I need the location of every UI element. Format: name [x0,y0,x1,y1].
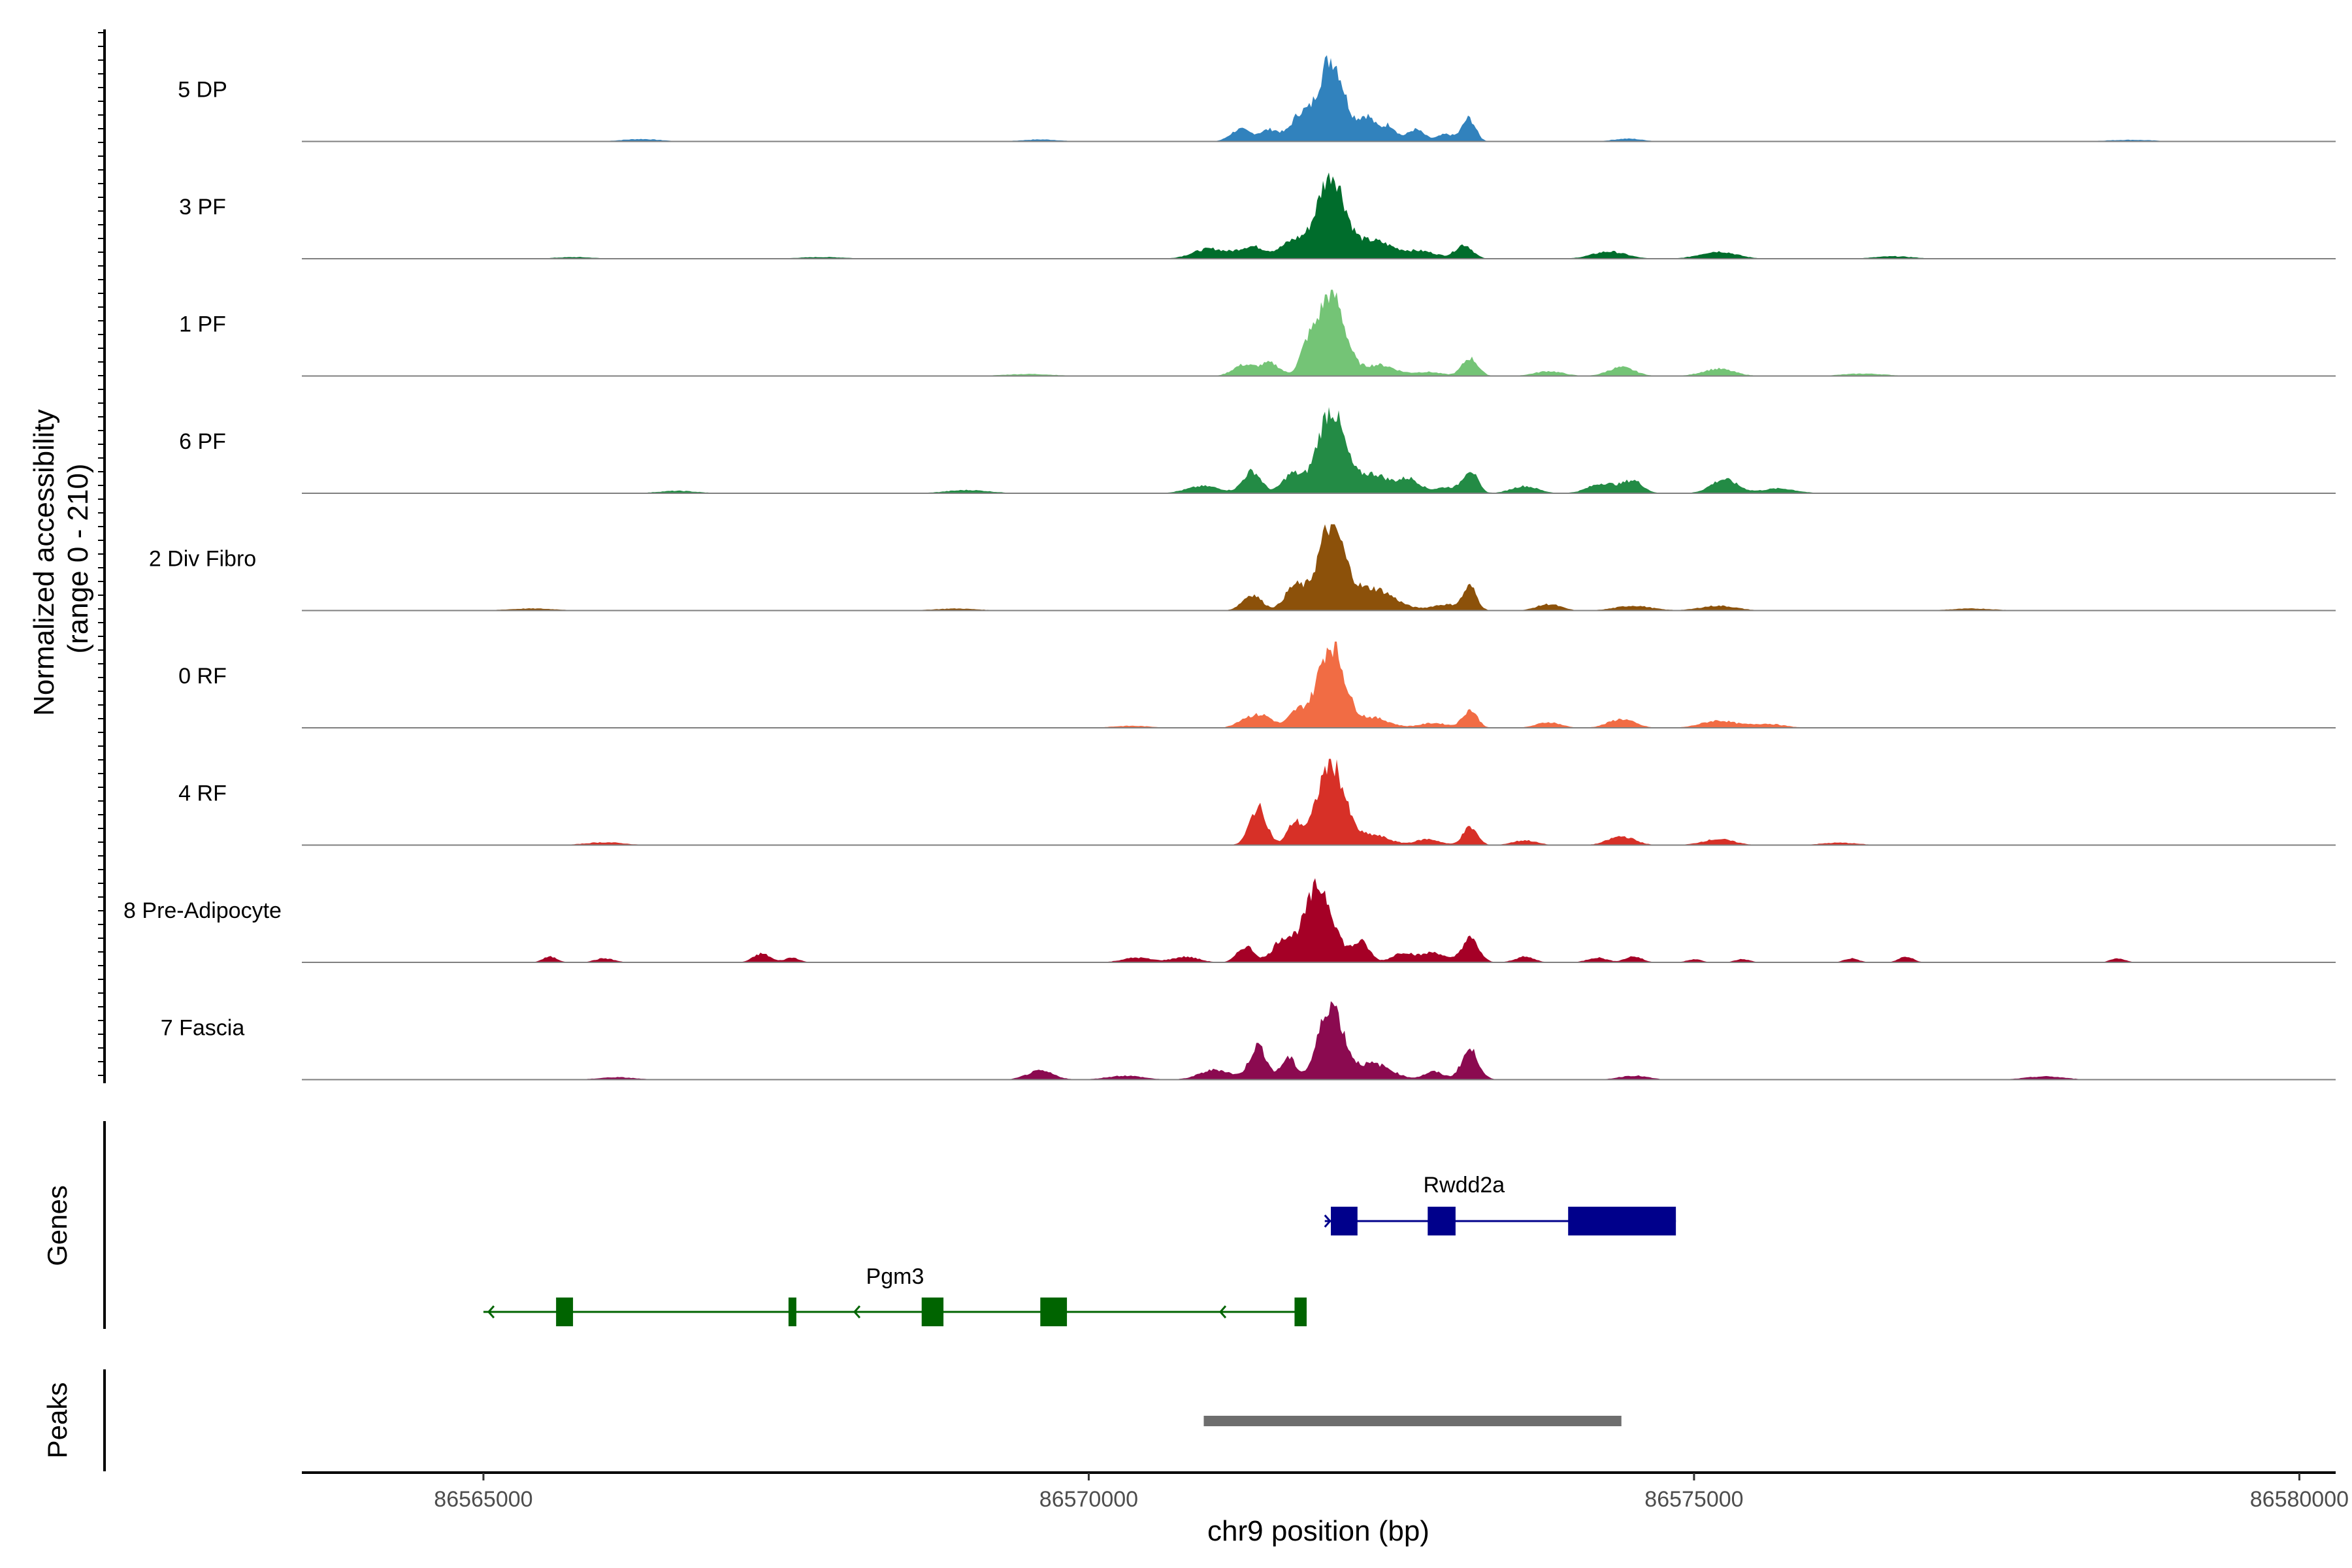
coverage-area [302,524,2336,611]
track-label: 6 PF [179,429,226,454]
gene-label: Rwdd2a [1423,1173,1505,1198]
coverage-area [302,759,2336,845]
track-6-pf: 6 PF [179,407,2336,494]
track-label: 3 PF [179,195,226,220]
strand-arrow [1324,1215,1331,1228]
x-ticks: 86565000 86570000 86575000 86580000 [434,1473,2349,1512]
strand-arrow [853,1305,861,1318]
exon [1040,1298,1068,1326]
exon [921,1298,944,1326]
gene-label: Pgm3 [866,1264,924,1289]
exon [1331,1207,1358,1235]
coverage-area [302,172,2336,259]
track-3-pf: 3 PF [179,172,2336,259]
track-5-dp: 5 DP [178,55,2336,142]
gene-annotation-panel: Rwdd2a Pgm3 [483,1173,1676,1326]
y-axis [98,29,106,1471]
coverage-area [302,407,2336,493]
y-ticks [98,32,105,1076]
exon [1428,1207,1456,1235]
coverage-area [302,642,2336,728]
track-7-fascia: 7 Fascia [161,1001,2336,1081]
track-4-rf: 4 RF [178,759,2336,846]
track-1-pf: 1 PF [179,289,2336,377]
track-label: 7 Fascia [161,1016,245,1041]
strand-arrow [487,1305,495,1318]
track-2-div-fibro: 2 Div Fibro [149,524,2336,612]
peaks-panel [1203,1416,1622,1426]
track-label: 1 PF [179,312,226,337]
track-8-pre-adipocyte: 8 Pre-Adipocyte [123,878,2336,963]
strand-arrow [1218,1305,1227,1318]
peak-region [1203,1416,1622,1426]
coverage-area [302,1001,2336,1080]
track-label: 8 Pre-Adipocyte [123,898,282,923]
coverage-area [302,289,2336,376]
coverage-area [302,55,2336,142]
y-axis-title-line2: (range 0 - 210) [62,463,94,653]
coverage-tracks: 5 DP 3 PF 1 PF 6 PF 2 Div Fibro 0 RF 4 RF 8 Pre… [123,55,2336,1081]
peaks-panel-title: Peaks [42,1382,73,1459]
exon [1568,1207,1676,1235]
track-0-rf: 0 RF [178,642,2336,728]
x-tick-label: 86575000 [1644,1487,1743,1512]
track-label: 4 RF [178,781,227,806]
exon [1294,1298,1307,1326]
x-axis-title: chr9 position (bp) [1207,1515,1429,1547]
x-axis: 86565000 86570000 86575000 86580000 [302,1471,2349,1512]
track-label: 5 DP [178,78,227,103]
coverage-area [302,878,2336,962]
x-tick-label: 86565000 [434,1487,532,1512]
exon [556,1298,574,1326]
y-axis-title-line1: Normalized accessibility [28,409,60,715]
x-tick-label: 86580000 [2250,1487,2349,1512]
x-tick-label: 86570000 [1039,1487,1138,1512]
genes-panel-title: Genes [42,1185,73,1266]
exon [788,1298,796,1326]
gene-rwdd2a: Rwdd2a [1324,1173,1676,1235]
track-label: 2 Div Fibro [149,547,256,572]
track-label: 0 RF [178,664,227,689]
y-axis-title: Normalized accessibility (range 0 - 210) [28,401,94,716]
gene-pgm3: Pgm3 [483,1264,1307,1326]
